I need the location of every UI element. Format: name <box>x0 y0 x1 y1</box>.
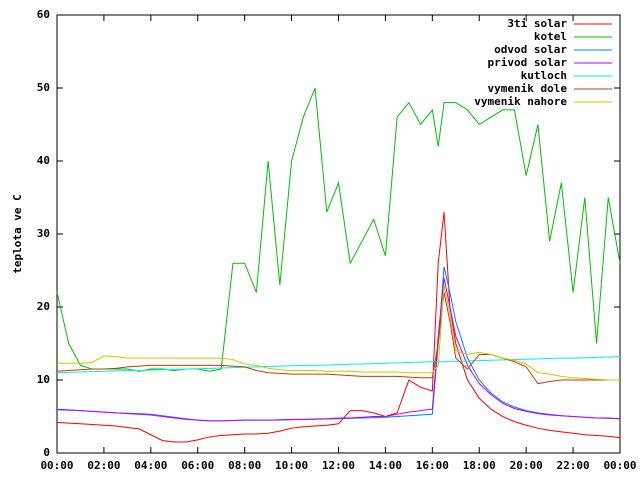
y-tick-label: 50 <box>37 81 50 94</box>
x-tick-label: 02:00 <box>87 459 120 472</box>
y-tick-label: 0 <box>43 446 50 459</box>
x-tick-label: 14:00 <box>369 459 402 472</box>
x-tick-label: 16:00 <box>416 459 449 472</box>
y-tick-label: 20 <box>37 300 50 313</box>
legend-label: kutloch <box>521 69 567 82</box>
y-tick-label: 30 <box>37 227 50 240</box>
x-tick-label: 00:00 <box>603 459 636 472</box>
x-tick-label: 00:00 <box>40 459 73 472</box>
x-tick-label: 12:00 <box>322 459 355 472</box>
series-line <box>56 277 621 422</box>
series-line <box>56 87 621 372</box>
y-tick-label: 10 <box>37 373 50 386</box>
x-tick-label: 06:00 <box>181 459 214 472</box>
x-tick-label: 22:00 <box>557 459 590 472</box>
legend-label: odvod solar <box>494 43 567 56</box>
series-line <box>56 356 621 374</box>
legend-label: kotel <box>534 30 567 43</box>
y-tick-label: 60 <box>37 8 50 21</box>
x-tick-label: 20:00 <box>510 459 543 472</box>
series-line <box>57 285 620 381</box>
y-axis-label: teplota ve C <box>11 194 24 273</box>
legend-label: 3ti solar <box>507 17 567 30</box>
x-tick-label: 08:00 <box>228 459 261 472</box>
x-tick-label: 10:00 <box>275 459 308 472</box>
x-tick-label: 04:00 <box>134 459 167 472</box>
legend-label: privod solar <box>488 56 568 69</box>
x-tick-label: 18:00 <box>463 459 496 472</box>
legend-label: vymenik dole <box>488 82 568 95</box>
series-line <box>56 292 620 385</box>
legend-label: vymenik nahore <box>474 95 567 108</box>
y-tick-label: 40 <box>37 154 50 167</box>
series-line <box>56 212 621 443</box>
